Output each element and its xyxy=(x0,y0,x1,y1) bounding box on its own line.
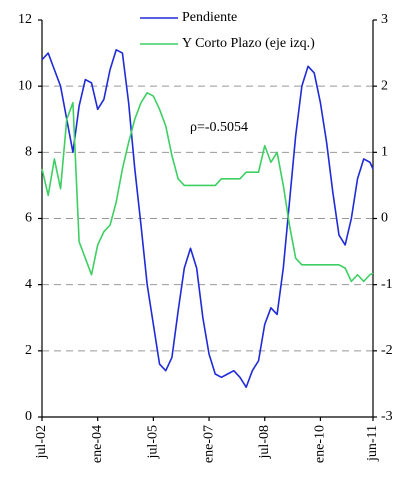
y-tick-label: 2 xyxy=(25,343,32,358)
y-tick-label: 12 xyxy=(18,12,32,27)
x-tick-label: jul-08 xyxy=(257,425,272,459)
y-tick-label: 10 xyxy=(18,78,32,93)
y2-tick-label: 3 xyxy=(381,12,388,27)
legend-label: Pendiente xyxy=(182,10,237,25)
annotation: ρ=-0.5054 xyxy=(190,120,248,135)
series-line xyxy=(41,48,374,389)
legend-label: Y Corto Plazo (eje izq.) xyxy=(182,36,315,51)
y2-tick-label: -2 xyxy=(381,343,393,358)
x-tick-label: jul-02 xyxy=(34,425,49,459)
y-tick-label: 8 xyxy=(25,145,32,160)
y-tick-label: 0 xyxy=(25,409,32,424)
y-tick-label: 4 xyxy=(25,277,32,292)
y2-tick-label: 1 xyxy=(381,145,388,160)
y2-tick-label: 2 xyxy=(381,78,388,93)
x-tick-label: jun-11 xyxy=(365,425,380,462)
x-tick-label: ene-10 xyxy=(313,425,328,463)
y2-tick-label: -3 xyxy=(381,409,393,424)
y2-tick-label: 0 xyxy=(381,211,388,226)
x-tick-label: ene-07 xyxy=(201,425,216,463)
y2-tick-label: -1 xyxy=(381,277,393,292)
x-tick-label: jul-05 xyxy=(146,425,161,459)
series-line xyxy=(41,91,374,283)
y-tick-label: 6 xyxy=(25,211,32,226)
x-tick-label: ene-04 xyxy=(90,425,105,463)
